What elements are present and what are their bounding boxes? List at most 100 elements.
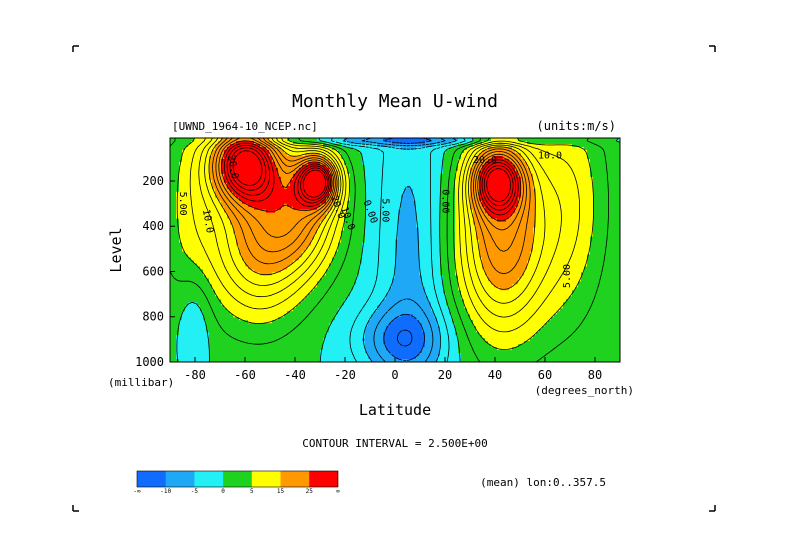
heatmap-cell [215, 161, 219, 166]
heatmap-cell [173, 293, 177, 297]
heatmap-cell [275, 269, 279, 273]
heatmap-cell [284, 245, 288, 250]
heatmap-cell [248, 260, 252, 265]
heatmap-cell [275, 138, 279, 142]
heatmap-cell [299, 323, 303, 327]
heatmap-cell [302, 158, 306, 163]
heatmap-cell [269, 260, 273, 265]
heatmap-cell [191, 278, 195, 282]
heatmap-cell [263, 260, 267, 265]
heatmap-cell [299, 359, 303, 362]
heatmap-cell [275, 275, 279, 279]
heatmap-cell [248, 215, 252, 220]
heatmap-cell [179, 251, 183, 256]
heatmap-cell [206, 176, 210, 181]
heatmap-cell [215, 326, 219, 330]
heatmap-cell [281, 185, 285, 190]
heatmap-cell [194, 230, 198, 235]
heatmap-cell [248, 338, 252, 342]
heatmap-cell [281, 284, 285, 288]
heatmap-cell [176, 257, 180, 262]
heatmap-cell [290, 272, 294, 276]
heatmap-cell [272, 341, 276, 345]
heatmap-cell [251, 227, 255, 232]
heatmap-cell [284, 314, 288, 318]
heatmap-cell [206, 314, 210, 318]
heatmap-cell [236, 329, 240, 333]
heatmap-cell [275, 170, 279, 175]
heatmap-cell [284, 158, 288, 163]
heatmap-cell [209, 173, 213, 178]
heatmap-cell [287, 233, 291, 238]
heatmap-cell [257, 326, 261, 330]
heatmap-cell [209, 320, 213, 324]
heatmap-cell [200, 299, 204, 303]
heatmap-cell [170, 323, 174, 327]
heatmap-cell [212, 359, 216, 362]
heatmap-cell [299, 329, 303, 333]
heatmap-cell [173, 167, 177, 172]
heatmap-cell [242, 176, 246, 181]
heatmap-cell [287, 350, 291, 354]
heatmap-cell [206, 227, 210, 232]
heatmap-cell [263, 191, 267, 196]
heatmap-cell [248, 146, 252, 151]
heatmap-cell [203, 194, 207, 199]
heatmap-cell [173, 347, 177, 351]
heatmap-cell [209, 149, 213, 154]
heatmap-cell [206, 194, 210, 199]
heatmap-cell [179, 359, 183, 362]
heatmap-cell [215, 149, 219, 154]
heatmap-cell [221, 323, 225, 327]
heatmap-cell [248, 182, 252, 187]
heatmap-cell [203, 329, 207, 333]
heatmap-cell [230, 233, 234, 238]
heatmap-cell [179, 179, 183, 184]
heatmap-cell [188, 293, 192, 297]
heatmap-cell [176, 266, 180, 271]
heatmap-cell [185, 167, 189, 172]
heatmap-cell [206, 138, 210, 142]
heatmap-cell [197, 206, 201, 211]
heatmap-cell [227, 350, 231, 354]
heatmap-cell [200, 314, 204, 318]
heatmap-cell [248, 173, 252, 178]
heatmap-cell [200, 290, 204, 294]
heatmap-cell [230, 332, 234, 336]
heatmap-cell [281, 236, 285, 241]
heatmap-cell [242, 179, 246, 184]
heatmap-cell [293, 239, 297, 244]
heatmap-cell [215, 254, 219, 259]
heatmap-cell [197, 275, 201, 279]
heatmap-cell [206, 161, 210, 166]
heatmap-cell [272, 338, 276, 342]
heatmap-cell [179, 200, 183, 205]
heatmap-cell [191, 311, 195, 315]
heatmap-cell [272, 272, 276, 276]
heatmap-cell [218, 269, 222, 273]
heatmap-cell [218, 284, 222, 288]
heatmap-cell [284, 176, 288, 181]
heatmap-cell [278, 170, 282, 175]
heatmap-cell [227, 242, 231, 247]
heatmap-cell [263, 311, 267, 315]
heatmap-cell [239, 191, 243, 196]
heatmap-cell [212, 272, 216, 276]
heatmap-cell [215, 305, 219, 309]
heatmap-cell [215, 302, 219, 306]
heatmap-cell [197, 314, 201, 318]
heatmap-cell [272, 278, 276, 282]
heatmap-cell [182, 356, 186, 360]
heatmap-cell [188, 308, 192, 312]
heatmap-cell [176, 317, 180, 321]
heatmap-cell [245, 200, 249, 205]
heatmap-cell [182, 200, 186, 205]
heatmap-cell [224, 242, 228, 247]
heatmap-cell [197, 266, 201, 271]
heatmap-cell [230, 254, 234, 259]
heatmap-cell [182, 272, 186, 276]
heatmap-cell [248, 284, 252, 288]
heatmap-cell [203, 149, 207, 154]
heatmap-cell [278, 287, 282, 291]
heatmap-cell [224, 359, 228, 362]
